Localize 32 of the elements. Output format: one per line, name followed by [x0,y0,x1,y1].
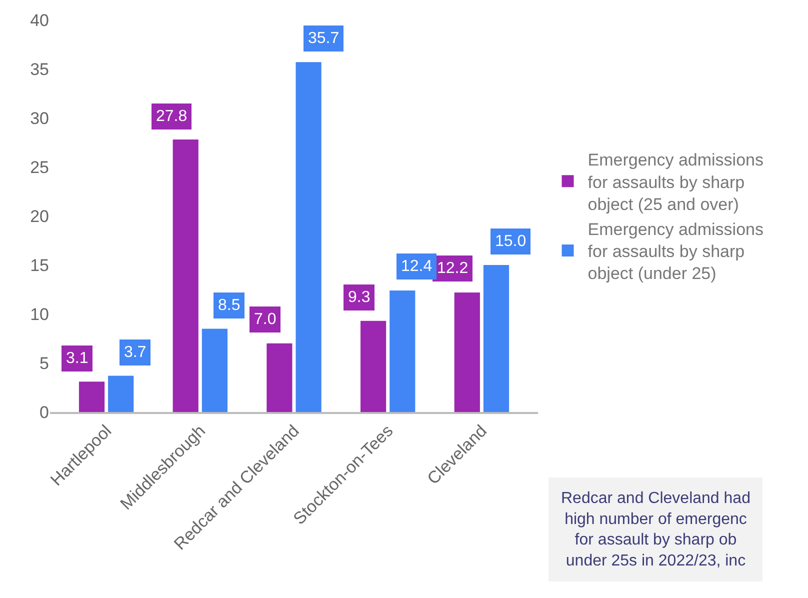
data-label: 3.1 [66,350,88,367]
data-label: 9.3 [348,289,370,306]
bar [78,382,105,412]
y-tick-label: 15 [30,256,49,275]
y-tick-label: 25 [30,158,49,177]
data-label: 12.2 [437,260,468,277]
data-label: 7.0 [254,311,276,328]
bar [483,265,510,412]
text: Redcar and Cleveland had high number of emergenc for assault by sharp ob under 25s in 2022/23, inc [561,490,750,570]
data-label: 12.4 [401,258,432,275]
legend-label: Emergency admissions for assaults by sharp object (under 25) [588,220,764,284]
bar [266,343,292,412]
legend-label: Emergency admissions for assaults by sharp object (25 and over) [588,150,764,214]
data-label: 15.0 [495,233,526,250]
bar [202,328,228,412]
y-tick-label: 0 [40,402,49,422]
y-tick-label: 10 [30,304,49,324]
data-label: 3.7 [124,344,146,361]
bar [390,290,416,412]
y-tick-label: 35 [30,60,49,79]
y-tick-label: 5 [40,354,49,373]
bar [172,140,198,412]
bar [296,62,322,412]
y-tick-label: 20 [30,206,49,226]
bar [454,292,480,412]
y-tick-label: 30 [30,108,49,128]
bar [360,320,386,412]
data-label: 35.7 [308,30,340,47]
bar [108,376,134,412]
y-tick-label: 40 [30,10,49,30]
data-label: 27.8 [156,108,188,125]
data-label: 8.5 [218,297,240,314]
